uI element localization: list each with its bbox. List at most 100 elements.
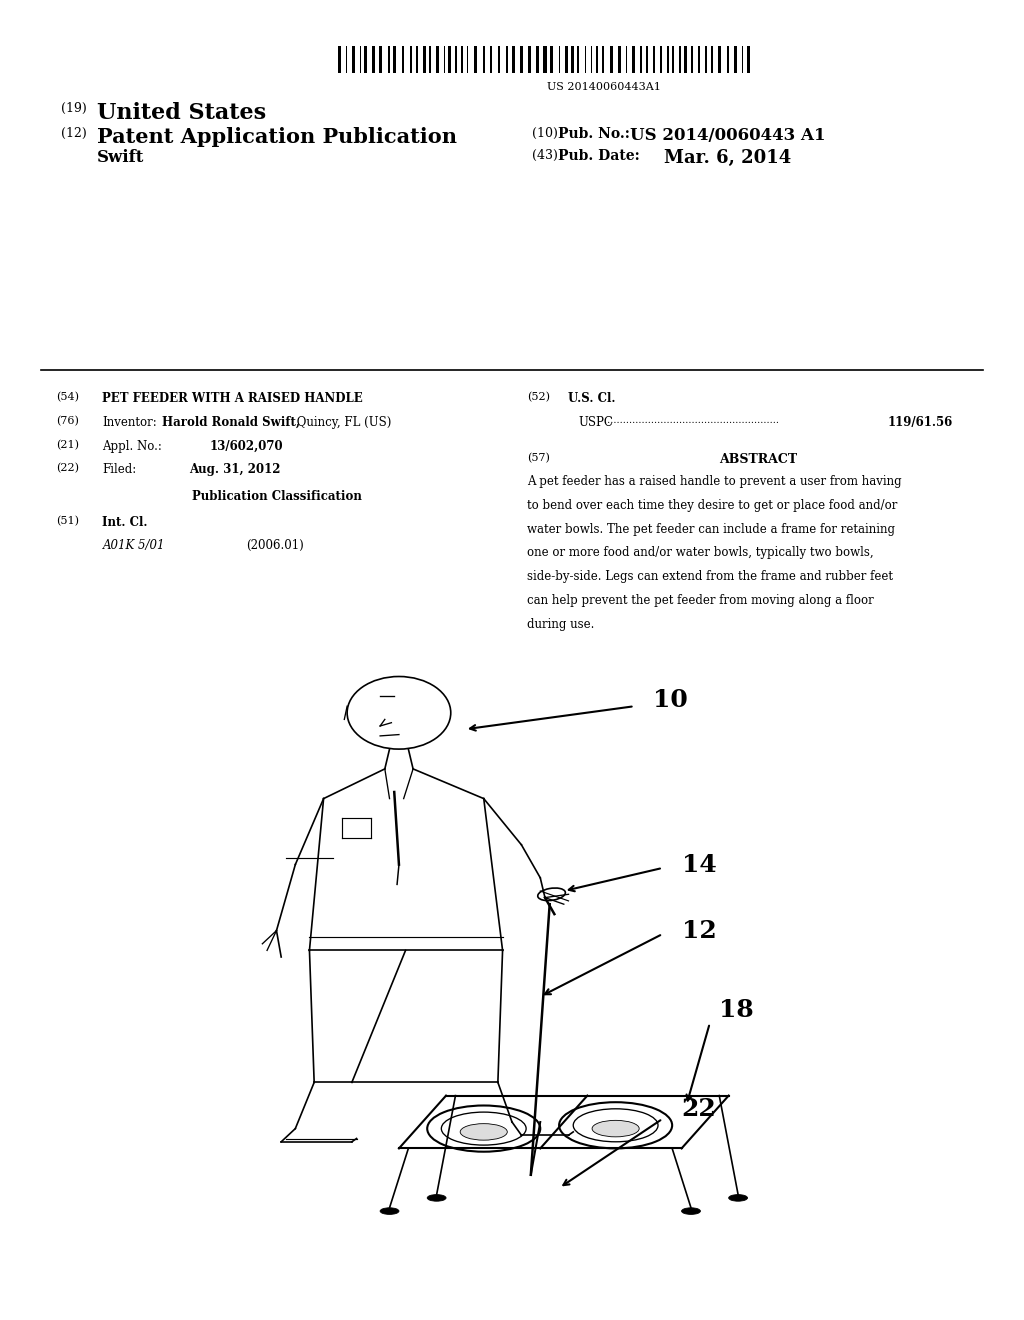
FancyBboxPatch shape <box>423 46 426 73</box>
FancyBboxPatch shape <box>596 46 598 73</box>
FancyBboxPatch shape <box>667 46 669 73</box>
Text: (2006.01): (2006.01) <box>246 539 303 552</box>
FancyBboxPatch shape <box>618 46 622 73</box>
Ellipse shape <box>682 1208 700 1214</box>
Text: (10): (10) <box>532 127 558 140</box>
Text: Patent Application Publication: Patent Application Publication <box>97 127 458 147</box>
FancyBboxPatch shape <box>410 46 412 73</box>
FancyBboxPatch shape <box>541 46 542 73</box>
FancyBboxPatch shape <box>372 46 375 73</box>
FancyBboxPatch shape <box>714 46 717 73</box>
FancyBboxPatch shape <box>673 46 674 73</box>
FancyBboxPatch shape <box>414 46 415 73</box>
FancyBboxPatch shape <box>650 46 651 73</box>
FancyBboxPatch shape <box>606 46 608 73</box>
FancyBboxPatch shape <box>712 46 714 73</box>
FancyBboxPatch shape <box>520 46 523 73</box>
FancyBboxPatch shape <box>706 46 707 73</box>
Text: (76): (76) <box>56 416 79 426</box>
FancyBboxPatch shape <box>464 46 466 73</box>
Text: Int. Cl.: Int. Cl. <box>102 516 147 529</box>
Text: can help prevent the pet feeder from moving along a floor: can help prevent the pet feeder from mov… <box>527 594 874 607</box>
FancyBboxPatch shape <box>433 46 435 73</box>
FancyBboxPatch shape <box>512 46 515 73</box>
FancyBboxPatch shape <box>640 46 642 73</box>
Ellipse shape <box>592 1121 639 1137</box>
FancyBboxPatch shape <box>636 46 639 73</box>
FancyBboxPatch shape <box>748 46 750 73</box>
FancyBboxPatch shape <box>626 46 628 73</box>
FancyBboxPatch shape <box>470 46 473 73</box>
Text: A pet feeder has a raised handle to prevent a user from having: A pet feeder has a raised handle to prev… <box>527 475 902 488</box>
FancyBboxPatch shape <box>568 46 570 73</box>
Text: Swift: Swift <box>97 149 144 166</box>
FancyBboxPatch shape <box>645 46 648 73</box>
FancyBboxPatch shape <box>393 46 396 73</box>
FancyBboxPatch shape <box>406 46 409 73</box>
FancyBboxPatch shape <box>660 46 663 73</box>
FancyBboxPatch shape <box>722 46 725 73</box>
FancyBboxPatch shape <box>459 46 460 73</box>
FancyBboxPatch shape <box>585 46 587 73</box>
Text: Aug. 31, 2012: Aug. 31, 2012 <box>189 463 281 477</box>
FancyBboxPatch shape <box>506 46 508 73</box>
FancyBboxPatch shape <box>550 46 553 73</box>
FancyBboxPatch shape <box>524 46 526 73</box>
FancyBboxPatch shape <box>708 46 711 73</box>
Text: (43): (43) <box>532 149 558 162</box>
FancyBboxPatch shape <box>401 46 404 73</box>
FancyBboxPatch shape <box>691 46 692 73</box>
FancyBboxPatch shape <box>388 46 390 73</box>
FancyBboxPatch shape <box>352 46 355 73</box>
FancyBboxPatch shape <box>416 46 418 73</box>
FancyBboxPatch shape <box>489 46 493 73</box>
FancyBboxPatch shape <box>727 46 729 73</box>
FancyBboxPatch shape <box>419 46 422 73</box>
Text: 10: 10 <box>653 688 688 711</box>
FancyBboxPatch shape <box>718 46 721 73</box>
FancyBboxPatch shape <box>701 46 703 73</box>
Ellipse shape <box>380 1208 399 1214</box>
FancyBboxPatch shape <box>577 46 580 73</box>
Text: Mar. 6, 2014: Mar. 6, 2014 <box>664 149 791 168</box>
FancyBboxPatch shape <box>362 46 364 73</box>
FancyBboxPatch shape <box>591 46 592 73</box>
FancyBboxPatch shape <box>534 46 536 73</box>
Text: 13/602,070: 13/602,070 <box>210 440 284 453</box>
FancyBboxPatch shape <box>564 46 567 73</box>
FancyBboxPatch shape <box>657 46 659 73</box>
FancyBboxPatch shape <box>582 46 583 73</box>
FancyBboxPatch shape <box>574 46 577 73</box>
Text: Quincy, FL (US): Quincy, FL (US) <box>293 416 391 429</box>
Text: ABSTRACT: ABSTRACT <box>719 453 797 466</box>
FancyBboxPatch shape <box>688 46 690 73</box>
FancyBboxPatch shape <box>498 46 501 73</box>
FancyBboxPatch shape <box>443 46 444 73</box>
Text: PET FEEDER WITH A RAISED HANDLE: PET FEEDER WITH A RAISED HANDLE <box>102 392 364 405</box>
Text: (22): (22) <box>56 463 79 474</box>
FancyBboxPatch shape <box>365 46 368 73</box>
FancyBboxPatch shape <box>376 46 379 73</box>
FancyBboxPatch shape <box>429 46 431 73</box>
FancyBboxPatch shape <box>338 46 341 73</box>
FancyBboxPatch shape <box>486 46 489 73</box>
Text: 12: 12 <box>682 919 717 942</box>
FancyBboxPatch shape <box>738 46 741 73</box>
Text: US 20140060443A1: US 20140060443A1 <box>547 82 662 92</box>
Text: side-by-side. Legs can extend from the frame and rubber feet: side-by-side. Legs can extend from the f… <box>527 570 893 583</box>
Text: (57): (57) <box>527 453 550 463</box>
FancyBboxPatch shape <box>548 46 549 73</box>
FancyBboxPatch shape <box>528 46 531 73</box>
FancyBboxPatch shape <box>731 46 732 73</box>
FancyBboxPatch shape <box>559 46 560 73</box>
Text: Harold Ronald Swift,: Harold Ronald Swift, <box>162 416 300 429</box>
Text: (51): (51) <box>56 516 79 527</box>
FancyBboxPatch shape <box>679 46 681 73</box>
FancyBboxPatch shape <box>751 46 752 73</box>
FancyBboxPatch shape <box>675 46 678 73</box>
FancyBboxPatch shape <box>588 46 589 73</box>
Ellipse shape <box>427 1195 446 1201</box>
FancyBboxPatch shape <box>537 46 539 73</box>
Text: Filed:: Filed: <box>102 463 136 477</box>
Text: Pub. Date:: Pub. Date: <box>558 149 640 164</box>
